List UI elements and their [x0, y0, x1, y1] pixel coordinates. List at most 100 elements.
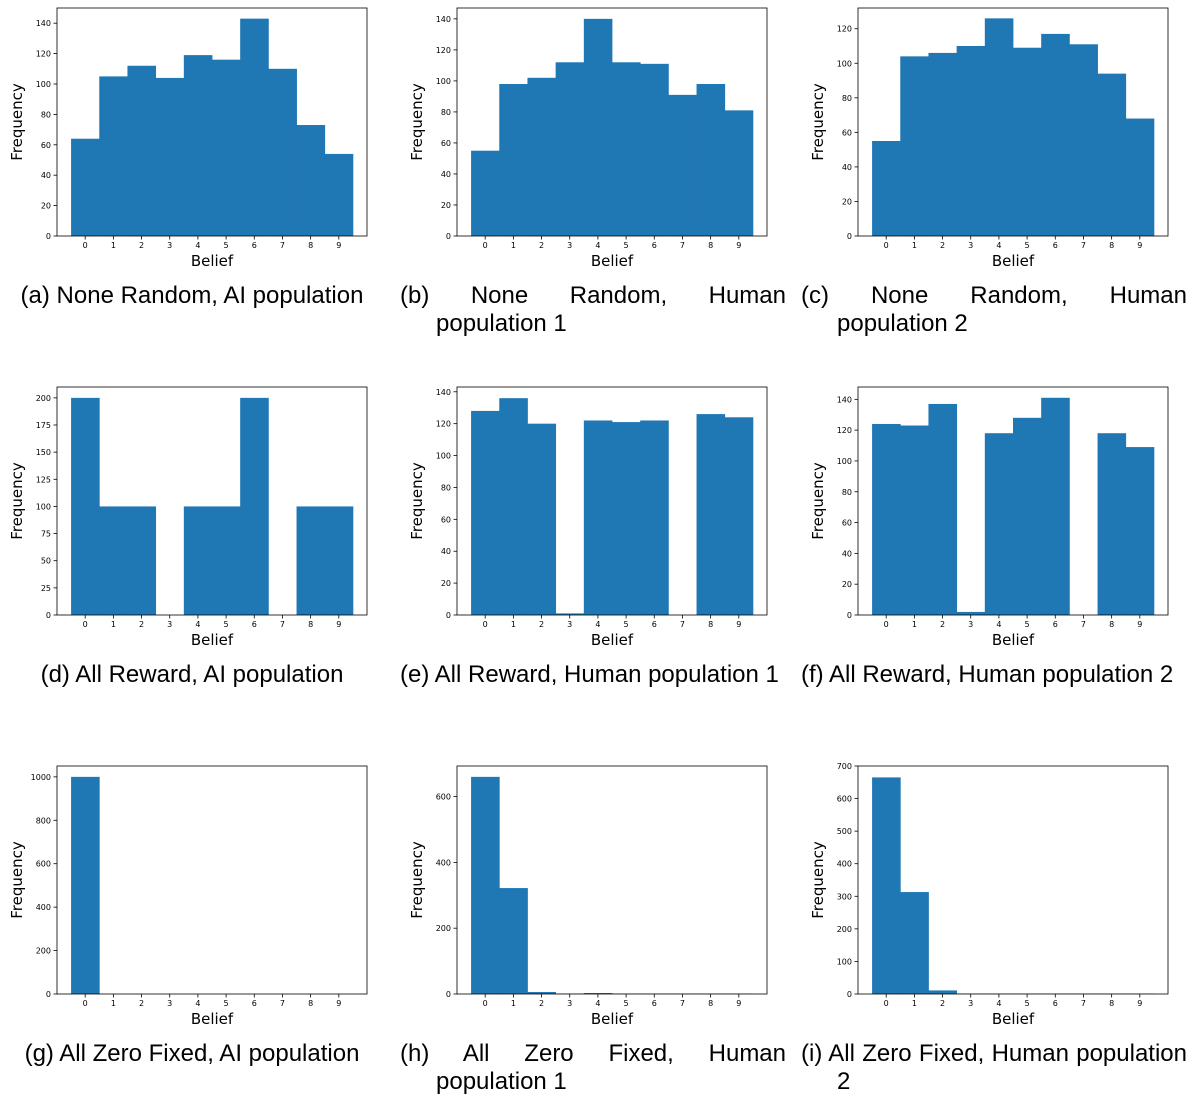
- bar-i-1: [900, 892, 929, 994]
- y-tick-label: 0: [446, 990, 451, 999]
- x-tick-label: 0: [884, 620, 889, 629]
- y-tick-label: 140: [36, 19, 51, 28]
- x-tick-label: 7: [1081, 241, 1086, 250]
- bar-d-9: [325, 506, 354, 615]
- x-tick-label: 9: [1137, 241, 1142, 250]
- y-tick-label: 50: [41, 557, 51, 566]
- y-tick-label: 0: [446, 611, 451, 620]
- bar-a-2: [127, 66, 156, 236]
- plot-frame: [57, 766, 367, 994]
- bar-g-0: [71, 777, 100, 994]
- y-tick-label: 100: [436, 452, 451, 461]
- x-tick-label: 5: [624, 999, 629, 1008]
- y-tick-label: 80: [41, 110, 51, 119]
- bar-f-8: [1098, 433, 1127, 615]
- x-axis-label: Belief: [191, 1010, 234, 1028]
- bar-f-4: [985, 433, 1014, 615]
- x-tick-label: 8: [308, 999, 313, 1008]
- y-tick-label: 100: [36, 80, 51, 89]
- x-tick-label: 0: [83, 620, 88, 629]
- bar-d-8: [297, 506, 326, 615]
- bar-d-5: [212, 506, 241, 615]
- y-axis-label: Frequency: [8, 841, 26, 919]
- bar-e-2: [527, 424, 556, 615]
- x-tick-label: 8: [308, 620, 313, 629]
- x-tick-label: 2: [940, 999, 945, 1008]
- x-tick-label: 6: [652, 241, 657, 250]
- y-tick-label: 100: [36, 502, 51, 511]
- x-tick-label: 6: [652, 620, 657, 629]
- y-tick-label: 80: [842, 94, 852, 103]
- x-tick-label: 6: [652, 999, 657, 1008]
- x-tick-label: 5: [624, 241, 629, 250]
- x-tick-label: 3: [167, 241, 172, 250]
- x-tick-label: 5: [1025, 999, 1030, 1008]
- y-axis-label: Frequency: [408, 462, 426, 540]
- bar-b-2: [527, 78, 556, 236]
- y-tick-label: 800: [36, 816, 51, 825]
- bar-c-3: [957, 46, 986, 236]
- y-tick-label: 60: [441, 515, 451, 524]
- bar-a-4: [184, 55, 213, 236]
- x-tick-label: 5: [224, 620, 229, 629]
- bar-a-1: [99, 76, 128, 236]
- bar-a-9: [325, 154, 354, 236]
- x-tick-label: 8: [708, 241, 713, 250]
- x-tick-label: 4: [996, 241, 1001, 250]
- x-axis-label: Belief: [591, 252, 634, 270]
- caption-g: (g) All Zero Fixed, AI population: [0, 1040, 384, 1068]
- x-tick-label: 5: [224, 999, 229, 1008]
- x-tick-label: 1: [111, 241, 116, 250]
- y-tick-label: 40: [441, 170, 451, 179]
- x-tick-label: 8: [308, 241, 313, 250]
- x-tick-label: 7: [680, 999, 685, 1008]
- caption-b: (b) None Random, Human population 1: [400, 282, 786, 338]
- x-tick-label: 9: [1137, 620, 1142, 629]
- x-tick-label: 3: [567, 999, 572, 1008]
- y-tick-label: 0: [46, 990, 51, 999]
- bar-d-2: [127, 506, 156, 615]
- y-axis-label: Frequency: [809, 841, 827, 919]
- y-tick-label: 600: [436, 793, 451, 802]
- y-tick-label: 40: [842, 163, 852, 172]
- y-tick-label: 175: [36, 421, 51, 430]
- bar-f-1: [900, 426, 929, 615]
- y-tick-label: 40: [41, 171, 51, 180]
- bar-f-2: [928, 404, 957, 615]
- bar-f-5: [1013, 418, 1042, 615]
- x-tick-label: 1: [912, 241, 917, 250]
- x-tick-label: 5: [1025, 241, 1030, 250]
- y-tick-label: 0: [847, 990, 852, 999]
- y-tick-label: 60: [842, 519, 852, 528]
- bar-d-1: [99, 506, 128, 615]
- y-tick-label: 100: [436, 77, 451, 86]
- x-tick-label: 6: [252, 999, 257, 1008]
- bar-c-8: [1098, 74, 1127, 236]
- x-tick-label: 4: [195, 620, 200, 629]
- x-tick-label: 2: [139, 620, 144, 629]
- x-tick-label: 5: [1025, 620, 1030, 629]
- x-tick-label: 7: [1081, 620, 1086, 629]
- y-tick-label: 120: [436, 46, 451, 55]
- x-tick-label: 7: [280, 999, 285, 1008]
- x-tick-label: 0: [483, 999, 488, 1008]
- x-tick-label: 3: [167, 620, 172, 629]
- bar-i-2: [928, 990, 957, 994]
- x-tick-label: 8: [1109, 999, 1114, 1008]
- bar-b-9: [725, 110, 754, 236]
- bar-d-4: [184, 506, 213, 615]
- bar-c-4: [985, 18, 1014, 236]
- bar-h-0: [471, 777, 500, 994]
- bar-c-1: [900, 56, 929, 236]
- y-tick-label: 60: [41, 141, 51, 150]
- bar-a-6: [240, 19, 269, 236]
- bar-d-0: [71, 398, 100, 615]
- y-tick-label: 140: [436, 388, 451, 397]
- y-axis-label: Frequency: [809, 462, 827, 540]
- y-tick-label: 120: [436, 420, 451, 429]
